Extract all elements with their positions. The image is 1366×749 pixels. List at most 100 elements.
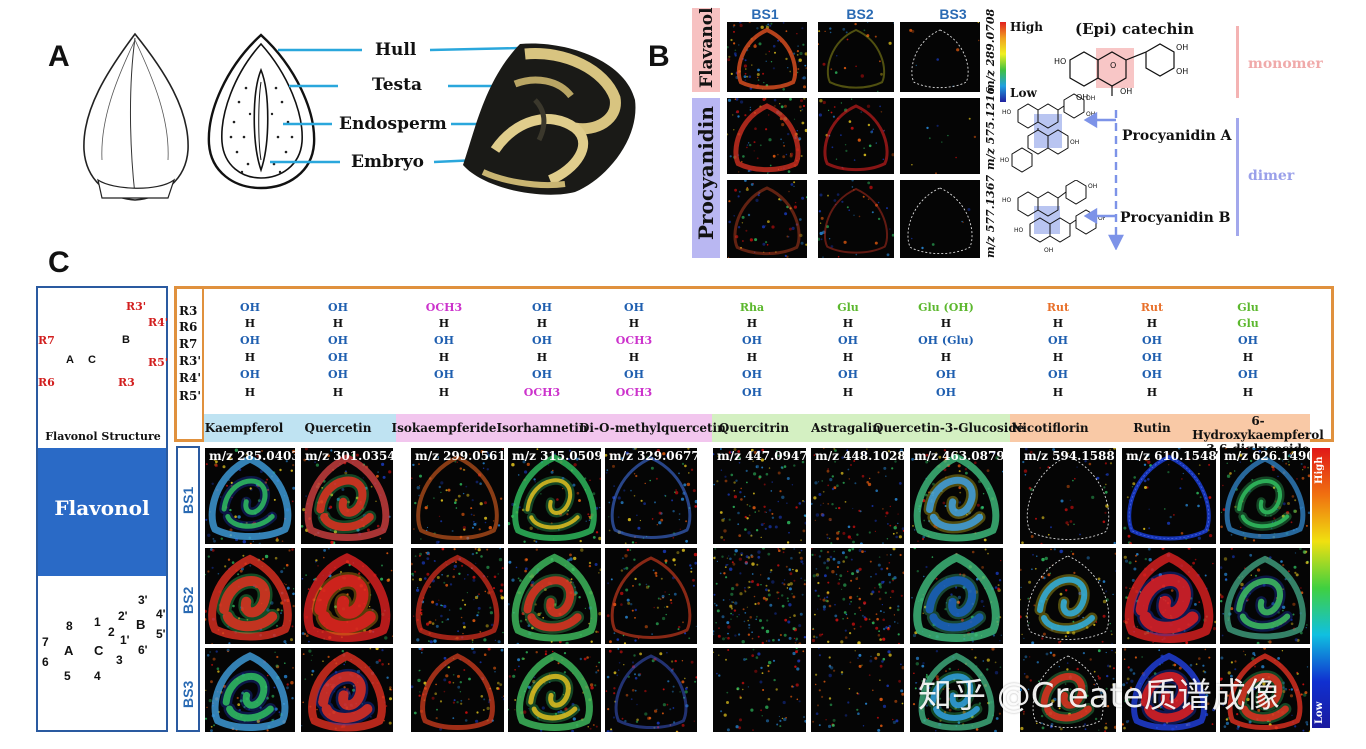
msi-image-bs1-6: m/z 448.1028 — [811, 448, 904, 544]
msi-image-bs3-7 — [910, 648, 1003, 732]
panel-c-scale-low: Low — [1314, 701, 1325, 724]
msi-image-bs2-6 — [811, 548, 904, 644]
label-endosperm: Endosperm — [339, 114, 447, 134]
svg-text:OH: OH — [1086, 111, 1095, 118]
r-label-column — [176, 288, 204, 440]
seed-section-photo — [463, 43, 636, 195]
substituent-cell: OH — [328, 334, 348, 347]
mz-label: m/z 329.0677 — [609, 449, 697, 463]
flavanol-group-label: Flavanol — [697, 7, 717, 88]
panel-a-letter: A — [48, 40, 70, 73]
substituent-cell: OH — [532, 368, 552, 381]
svg-text:OH: OH — [1176, 67, 1188, 76]
substituent-cell: OH — [1048, 368, 1068, 381]
msi-image-bs3-1 — [301, 648, 393, 732]
substituent-cell: Glu — [1237, 317, 1259, 330]
r-label: R7 — [179, 337, 198, 351]
mz-label: m/z 610.1548 — [1126, 449, 1216, 463]
svg-text:OH: OH — [1098, 215, 1105, 222]
substituent-cell: H — [1242, 351, 1254, 364]
structure-box — [36, 286, 168, 732]
dimer-label: dimer — [1248, 168, 1295, 184]
compound-name: Quercitrin — [718, 421, 790, 435]
mz-label: m/z 447.0947 — [717, 449, 806, 463]
substituent-cell: H — [746, 351, 758, 364]
msi-image-bs1-0: m/z 285.0403 — [205, 448, 295, 544]
r-label: R3' — [179, 354, 201, 368]
substituent-cell: H — [332, 386, 344, 399]
svg-text:OH: OH — [1120, 87, 1132, 96]
compound-group-bar — [396, 414, 712, 442]
svg-text:OH: OH — [1088, 183, 1097, 190]
substituent-cell: OH — [532, 334, 552, 347]
label-testa: Testa — [372, 75, 422, 95]
r-label: R6 — [179, 320, 198, 334]
monomer-bar — [1236, 26, 1239, 98]
compound-name: Quercetin — [304, 421, 372, 435]
substituent-cell: OH — [240, 334, 260, 347]
msi-image-bs2-7 — [910, 548, 1003, 644]
substituent-cell: H — [438, 386, 450, 399]
substituent-cell: H — [244, 317, 256, 330]
substituent-cell: H — [1146, 386, 1158, 399]
panel-b-image-bs2-row3 — [818, 180, 894, 258]
substituent-cell: H — [940, 317, 952, 330]
compound-name: Astragalin — [811, 421, 881, 435]
bs-row-label-box — [176, 446, 200, 732]
svg-text:HO: HO — [1014, 227, 1024, 234]
substituent-cell: OH (Glu) — [918, 334, 974, 347]
svg-text:HO: HO — [1000, 157, 1010, 164]
substituent-cell: H — [244, 386, 256, 399]
substituent-cell: OH — [838, 368, 858, 381]
substituent-cell: OH — [328, 301, 348, 314]
procyanidin-group-label: Procyanidin — [694, 106, 718, 240]
msi-image-bs1-7: m/z 463.0879 — [910, 448, 1003, 544]
substituent-cell: OH — [742, 368, 762, 381]
panel-b-image-bs3-row3 — [900, 180, 980, 258]
bs-row-label: BS1 — [180, 486, 196, 514]
substituent-cell: H — [1052, 386, 1064, 399]
bs-row-label: BS3 — [180, 680, 196, 708]
panel-b-image-bs1-row3 — [727, 180, 807, 258]
substituent-cell: H — [940, 351, 952, 364]
compound-name: Isorhamnetin — [496, 421, 588, 435]
substituent-cell: OCH3 — [615, 386, 653, 399]
substituent-cell: OH — [1238, 368, 1258, 381]
compound-name: Isokaempferide — [391, 421, 497, 435]
seed-outline-drawing — [83, 32, 189, 201]
flavanol-group-box — [692, 8, 720, 92]
msi-image-bs1-2: m/z 299.0561 — [411, 448, 504, 544]
substituent-cell: H — [1242, 386, 1254, 399]
svg-text:OH: OH — [1176, 43, 1188, 52]
substituent-cell: Rut — [1140, 301, 1164, 314]
mz-label: m/z 594.1588 — [1024, 449, 1115, 463]
dimer-bar — [1236, 118, 1239, 236]
mz-label: m/z 285.0403 — [209, 449, 295, 463]
msi-image-bs1-10: m/z 626.1490 — [1220, 448, 1310, 544]
substituent-cell: H — [332, 317, 344, 330]
panel-b-col-bs1: BS1 — [751, 6, 779, 22]
msi-image-bs3-9 — [1122, 648, 1216, 732]
epicatechin-title: (Epi) catechin — [1075, 20, 1195, 38]
svg-text:HO: HO — [1002, 197, 1012, 204]
flavonol-class-box — [38, 448, 166, 576]
panel-b-mz-575: m/z 575.1216 — [984, 86, 997, 170]
ring-numbering: 8 1 2 2' 3' 4' 5' 6' 1' 7 6 5 4 3 A C B — [42, 593, 166, 683]
substituent-cell: OCH3 — [425, 301, 463, 314]
substituent-cell: OH — [532, 301, 552, 314]
panel-b-image-bs1-row1 — [727, 22, 807, 92]
compound-name: Kaempferol — [204, 421, 284, 435]
compound-group-bar — [1010, 414, 1310, 442]
msi-image-bs1-9: m/z 610.1548 — [1122, 448, 1216, 544]
msi-image-bs2-0 — [205, 548, 295, 644]
msi-image-bs2-1 — [301, 548, 393, 644]
svg-text:OH: OH — [1070, 139, 1079, 146]
substituent-cell: H — [842, 386, 854, 399]
msi-image-bs2-3 — [508, 548, 601, 644]
compound-name: Rutin — [1133, 421, 1171, 435]
panel-b-arrows — [1083, 110, 1124, 250]
watermark: 知乎 @Create质谱成像 — [918, 676, 1280, 716]
panel-c-letter: C — [48, 246, 70, 279]
substituent-cell: OH — [328, 368, 348, 381]
msi-image-bs3-4 — [605, 648, 697, 732]
